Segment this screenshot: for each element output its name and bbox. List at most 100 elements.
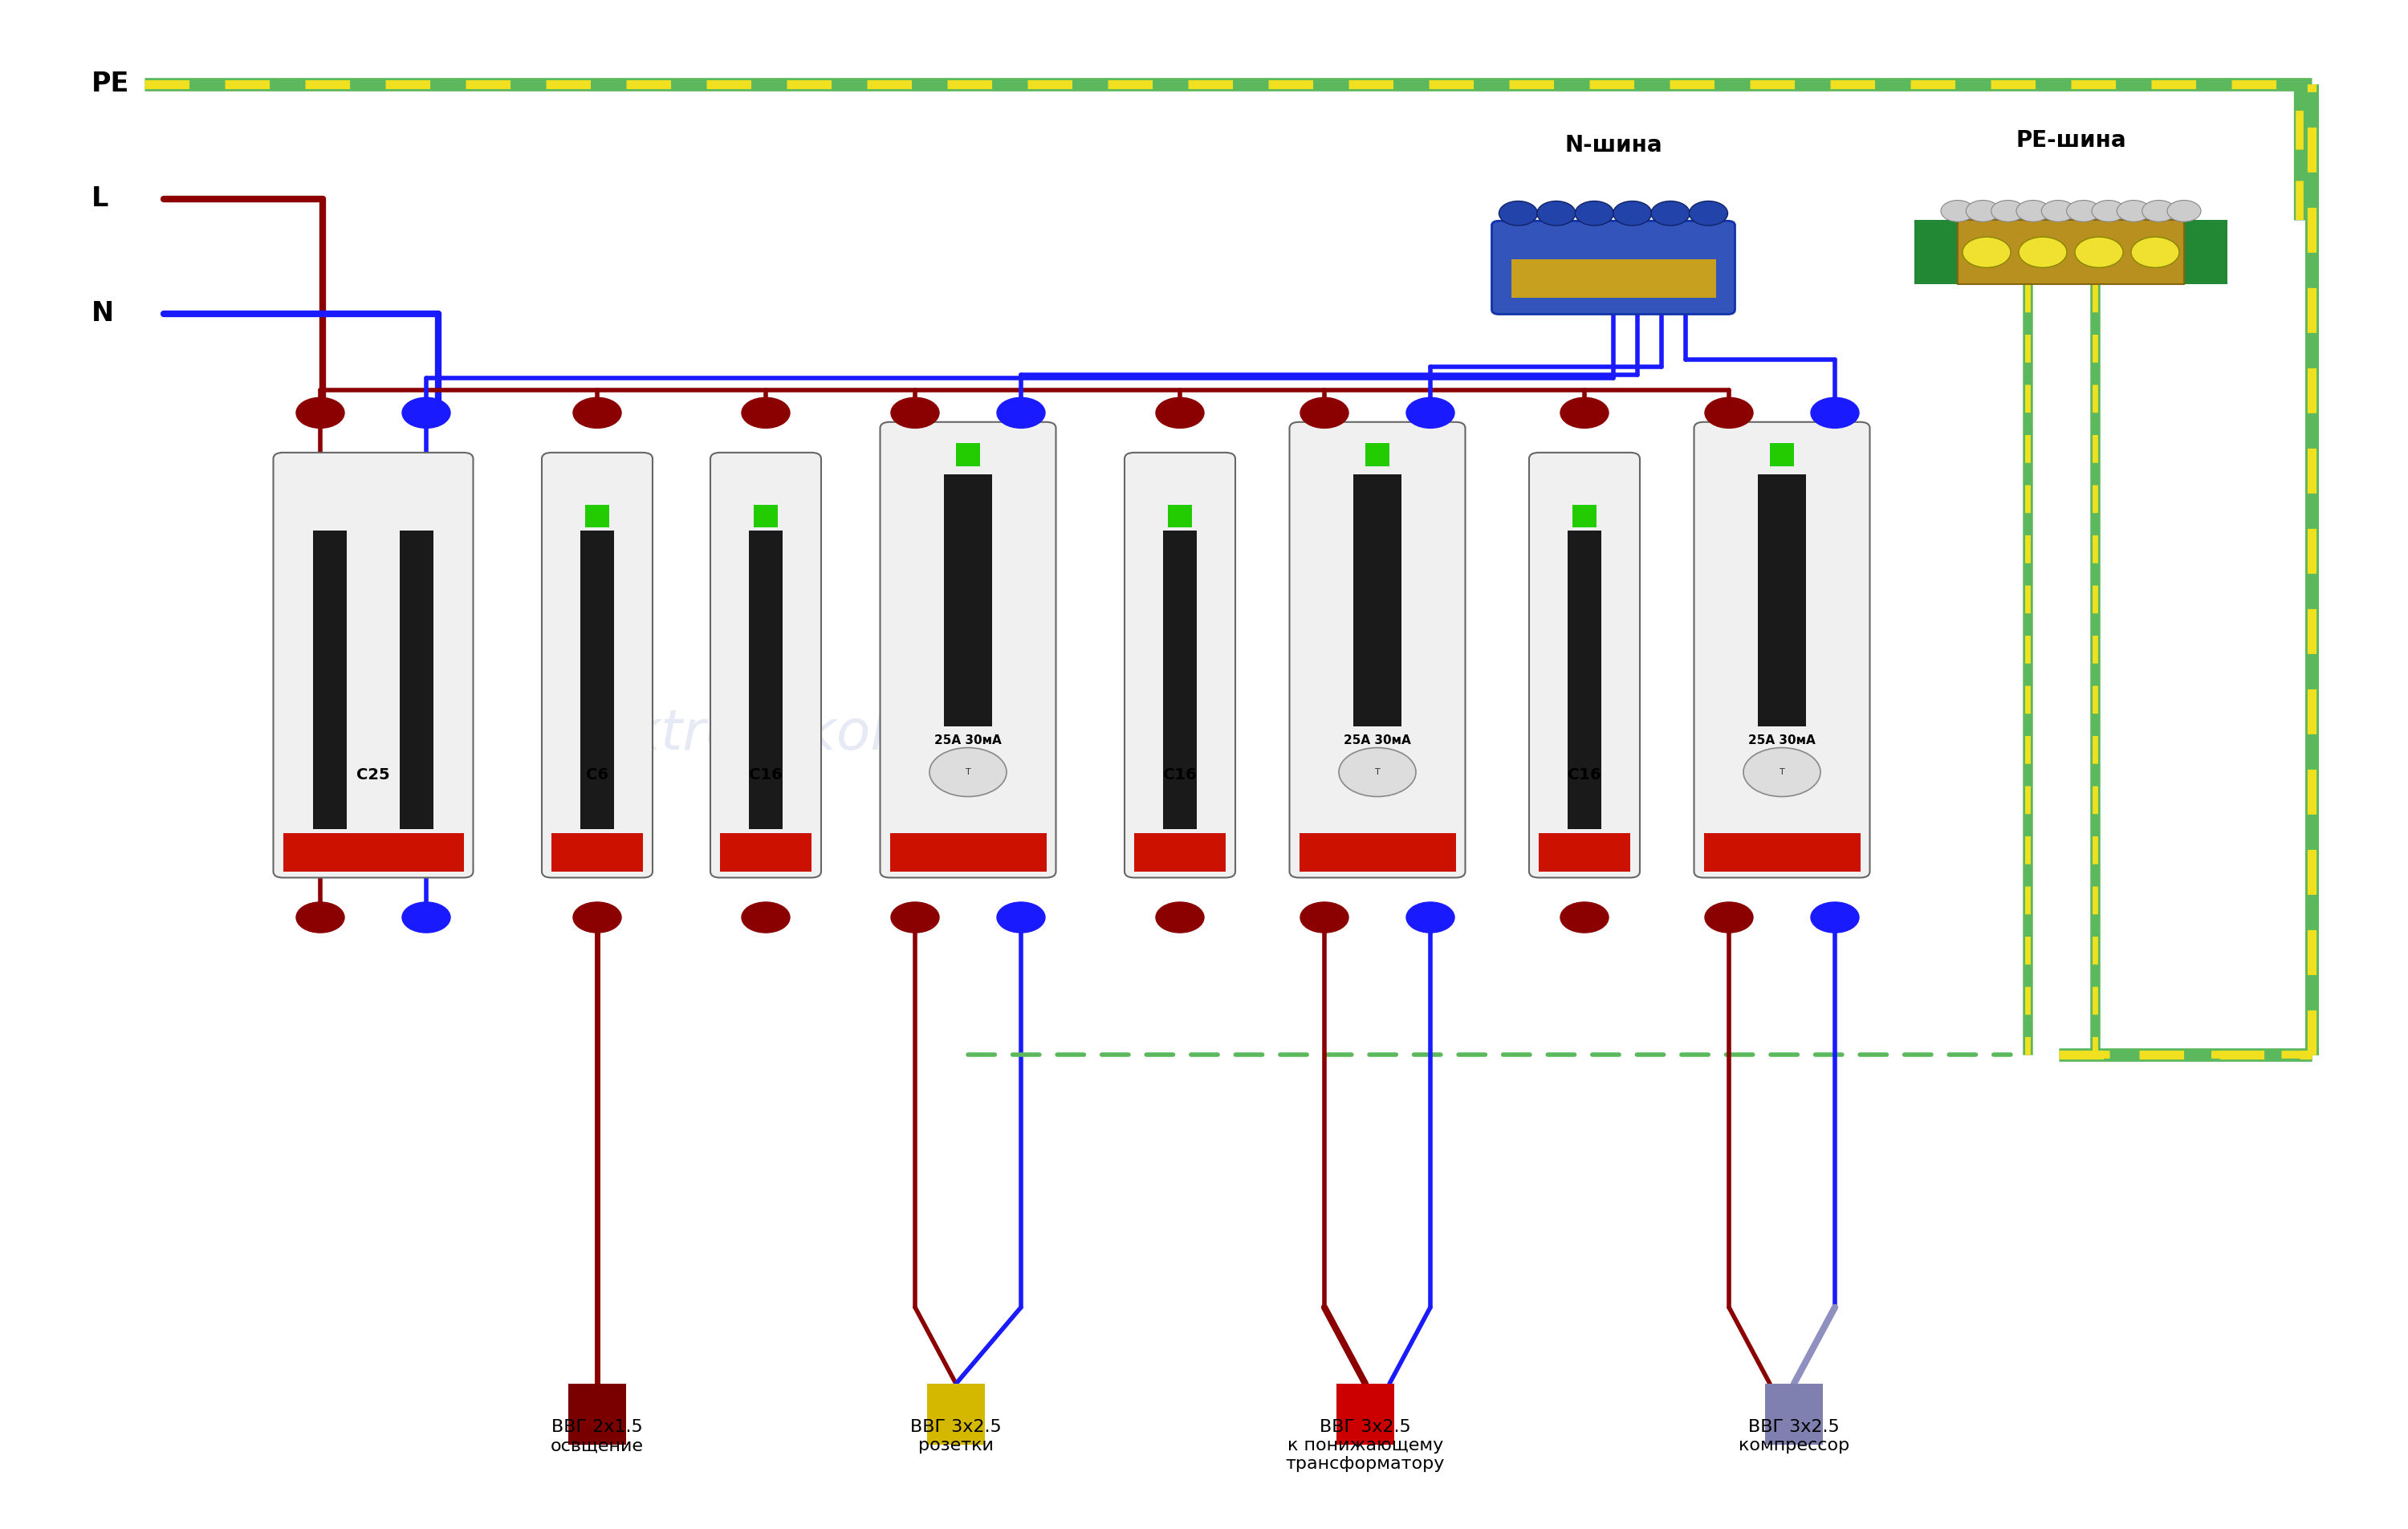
Circle shape [1811, 902, 1859, 933]
Circle shape [1963, 237, 2011, 268]
Circle shape [1156, 398, 1204, 428]
Circle shape [891, 398, 939, 428]
Bar [956, 443, 980, 466]
Text: 25А 30мА: 25А 30мА [1344, 734, 1411, 746]
FancyBboxPatch shape [1291, 422, 1464, 878]
Bar [2184, 220, 2227, 284]
Bar [1705, 833, 1859, 872]
Bar [1168, 505, 1192, 528]
Bar [284, 833, 462, 872]
FancyBboxPatch shape [1125, 453, 1235, 878]
Circle shape [997, 398, 1045, 428]
Bar [944, 474, 992, 726]
Text: 25А 30мА: 25А 30мА [1748, 734, 1816, 746]
Circle shape [1705, 902, 1753, 933]
Bar [1365, 443, 1389, 466]
Text: C16: C16 [1568, 768, 1601, 783]
Circle shape [2018, 237, 2066, 268]
Bar [891, 833, 1047, 872]
Bar [1134, 833, 1226, 872]
Circle shape [1536, 202, 1575, 226]
Circle shape [2117, 200, 2150, 222]
Bar [400, 531, 433, 829]
Circle shape [1941, 200, 1975, 222]
Text: PE: PE [92, 70, 130, 98]
Circle shape [1560, 398, 1609, 428]
Bar [749, 531, 783, 829]
Circle shape [1300, 902, 1348, 933]
Text: ВВГ 3х2.5
розетки: ВВГ 3х2.5 розетки [910, 1419, 1002, 1454]
Bar [1770, 443, 1794, 466]
Circle shape [2042, 200, 2076, 222]
Bar [1914, 220, 1958, 284]
Text: ВВГ 3х2.5
компрессор: ВВГ 3х2.5 компрессор [1739, 1419, 1849, 1454]
FancyBboxPatch shape [1529, 453, 1640, 878]
Text: C25: C25 [356, 768, 390, 783]
FancyBboxPatch shape [1695, 422, 1869, 878]
Text: C6: C6 [585, 768, 609, 783]
Circle shape [2143, 200, 2177, 222]
FancyBboxPatch shape [542, 453, 653, 878]
Bar [1353, 474, 1401, 726]
Text: N-шина: N-шина [1565, 135, 1662, 157]
Circle shape [1965, 200, 1999, 222]
Bar [1765, 1384, 1823, 1445]
Circle shape [1690, 202, 1729, 226]
Circle shape [997, 902, 1045, 933]
Text: T: T [966, 768, 970, 777]
Circle shape [1652, 202, 1690, 226]
Circle shape [1991, 200, 2025, 222]
Text: L: L [92, 185, 108, 213]
Bar [1300, 833, 1454, 872]
Circle shape [296, 398, 344, 428]
Circle shape [2093, 200, 2126, 222]
Bar [1958, 220, 2184, 284]
Bar [551, 833, 643, 872]
Circle shape [573, 398, 621, 428]
Circle shape [402, 398, 450, 428]
Circle shape [929, 748, 1007, 797]
Bar [1568, 531, 1601, 829]
Circle shape [2076, 237, 2124, 268]
Bar [1539, 833, 1630, 872]
Text: РЕ-шина: РЕ-шина [2015, 128, 2126, 151]
Circle shape [891, 902, 939, 933]
FancyBboxPatch shape [710, 453, 821, 878]
Circle shape [1811, 398, 1859, 428]
Text: 25А 30мА: 25А 30мА [934, 734, 1002, 746]
Circle shape [1613, 202, 1652, 226]
Text: C16: C16 [749, 768, 783, 783]
Text: ВВГ 3х2.5
к понижающему
трансформатору: ВВГ 3х2.5 к понижающему трансформатору [1286, 1419, 1445, 1472]
Circle shape [1705, 398, 1753, 428]
FancyBboxPatch shape [881, 422, 1057, 878]
Circle shape [2015, 200, 2049, 222]
Bar [1336, 1384, 1394, 1445]
Circle shape [1560, 902, 1609, 933]
Bar [580, 531, 614, 829]
Circle shape [1575, 202, 1613, 226]
Circle shape [296, 902, 344, 933]
Bar [1572, 505, 1597, 528]
Circle shape [2066, 200, 2100, 222]
Text: ВВГ 2х1.5
освщение: ВВГ 2х1.5 освщение [551, 1419, 643, 1454]
FancyBboxPatch shape [1493, 222, 1734, 315]
Text: C16: C16 [1163, 768, 1197, 783]
Circle shape [1406, 902, 1454, 933]
Bar [1163, 531, 1197, 829]
Circle shape [2167, 200, 2201, 222]
Bar [720, 833, 811, 872]
Circle shape [1406, 398, 1454, 428]
Bar [568, 1384, 626, 1445]
Bar [313, 531, 347, 829]
Bar [1512, 260, 1714, 297]
Circle shape [1743, 748, 1820, 797]
Bar [927, 1384, 985, 1445]
Text: T: T [1780, 768, 1784, 777]
FancyBboxPatch shape [272, 453, 472, 878]
Bar [754, 505, 778, 528]
Circle shape [1339, 748, 1416, 797]
Circle shape [402, 902, 450, 933]
Text: N: N [92, 300, 113, 327]
Circle shape [2131, 237, 2179, 268]
Circle shape [1300, 398, 1348, 428]
